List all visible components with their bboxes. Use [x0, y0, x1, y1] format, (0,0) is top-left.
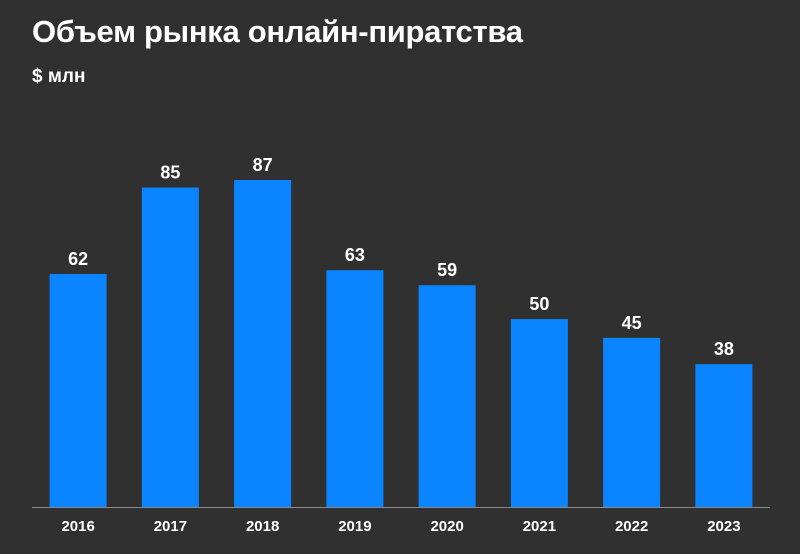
bar-2017 [141, 187, 199, 507]
bar-2023 [695, 364, 753, 507]
value-label-2019: 63 [345, 245, 365, 265]
value-label-2020: 59 [437, 260, 457, 280]
value-label-2016: 62 [68, 249, 88, 269]
value-label-2021: 50 [529, 294, 549, 314]
value-label-2018: 87 [253, 155, 273, 175]
value-label-2022: 45 [622, 313, 642, 333]
bar-2020 [418, 285, 476, 507]
x-tick-label-2021: 2021 [523, 518, 556, 535]
bar-2019 [326, 270, 384, 507]
bar-2022 [603, 337, 661, 507]
value-label-2023: 38 [714, 339, 734, 359]
x-tick-label-2016: 2016 [61, 518, 94, 535]
x-tick-label-2017: 2017 [154, 518, 187, 535]
bar-2021 [510, 319, 568, 507]
bar-2016 [49, 273, 107, 507]
x-tick-label-2023: 2023 [707, 518, 740, 535]
x-tick-label-2018: 2018 [246, 518, 279, 535]
chart-title: Объем рынка онлайн-пиратства [32, 14, 523, 49]
x-tick-label-2019: 2019 [338, 518, 371, 535]
bar-2018 [234, 180, 292, 507]
chart-subtitle: $ млн [32, 66, 86, 87]
x-tick-label-2022: 2022 [615, 518, 648, 535]
value-label-2017: 85 [160, 163, 180, 183]
x-tick-label-2020: 2020 [430, 518, 463, 535]
